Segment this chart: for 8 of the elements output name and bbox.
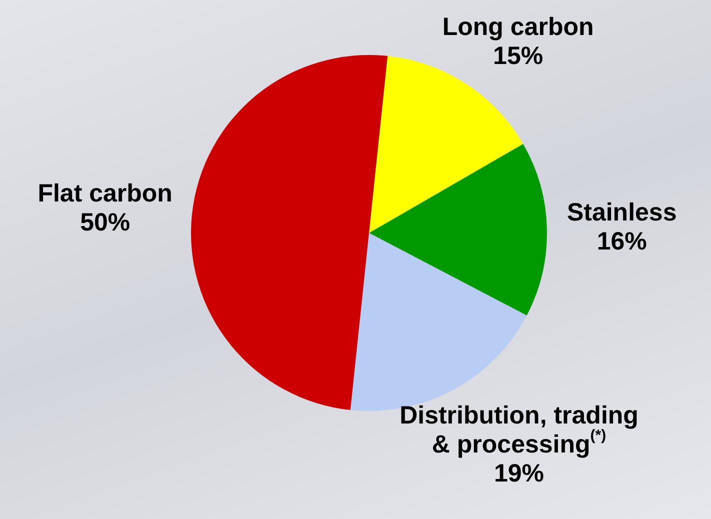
data-label: 15% xyxy=(493,42,544,70)
data-label: 16% xyxy=(596,228,647,256)
data-label: 50% xyxy=(80,208,130,237)
slice-label: Distribution, trading & processing(*) xyxy=(400,402,638,459)
slice-label: Long carbon xyxy=(442,13,594,42)
slice-label: Flat carbon xyxy=(38,180,172,208)
data-label: 19% xyxy=(494,460,544,488)
slice-label: Stainless xyxy=(566,198,677,227)
